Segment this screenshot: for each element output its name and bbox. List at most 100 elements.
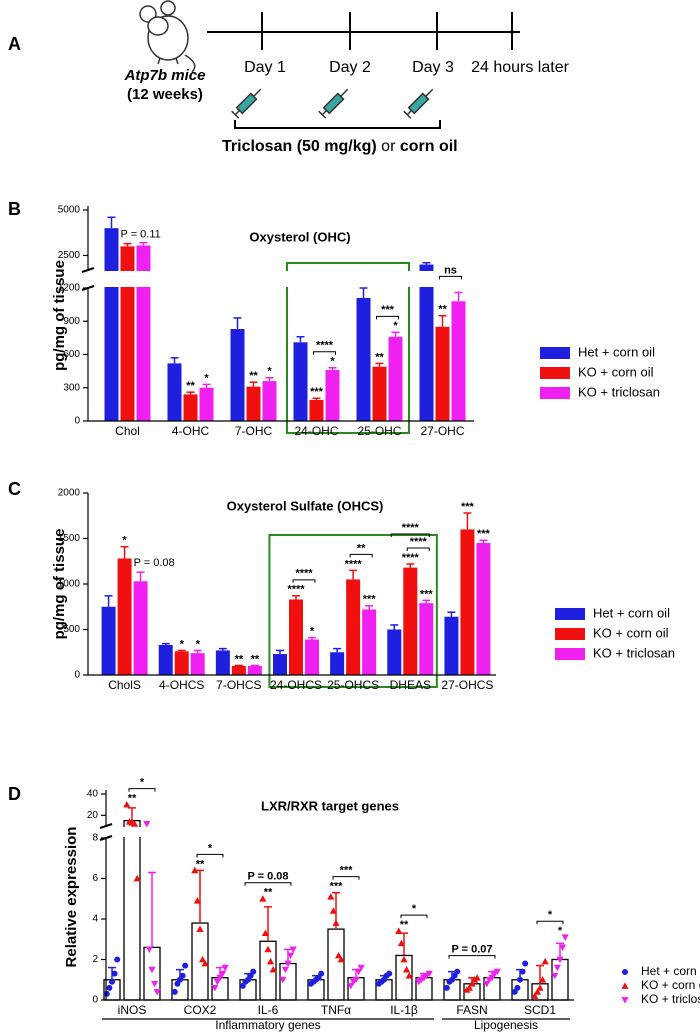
x-tick-label: SCD1 [524,1003,556,1017]
syringe-icons [231,88,434,119]
bar [356,297,371,421]
data-point [191,866,199,874]
significance-label: *** [461,501,475,513]
y-tick-label: 500 [63,624,80,635]
y-tick-label: 40 [87,789,99,800]
data-point [493,968,501,976]
x-tick-label: 7-OHC [235,424,273,438]
y-tick-label: 4 [92,914,98,925]
comparison-bracket [536,920,564,925]
bar [419,603,434,675]
data-point [133,874,141,882]
significance-label: ** [438,304,447,316]
y-tick-label: 1500 [58,533,81,544]
axis-break-mark [99,823,113,829]
comparison-label: *** [340,865,354,877]
y-tick-label: 8 [92,833,98,844]
comparison-bracket [313,351,336,355]
bar [362,609,377,675]
bar [460,529,475,675]
panel-label: A [8,34,21,54]
y-tick-label: 300 [63,382,80,393]
comparison-label: * [412,903,417,915]
bar [388,336,403,421]
y-tick-label: 2500 [58,250,81,261]
y-tick-label: 1000 [58,579,81,590]
data-point [131,820,139,827]
data-point [114,956,121,963]
data-point [559,944,567,951]
data-point [103,990,110,997]
data-point [395,927,403,935]
panel-label: D [8,784,21,804]
data-point [106,984,113,991]
comparison-bracket [376,315,399,320]
legend-swatch [555,608,585,620]
data-point [454,968,461,975]
significance-label: ** [249,370,258,382]
legend-swatch [555,628,585,640]
legend-label: Het + corn oil [641,964,700,978]
bar [247,665,262,675]
bar [346,579,361,675]
x-tick-label: Chol [115,424,140,438]
timepoint-label: Day 1 [244,59,286,76]
comparison-bracket [244,882,292,886]
comparison-label: **** [295,568,313,580]
legend-marker [622,969,628,975]
data-point [289,946,297,953]
y-tick-label: 900 [63,316,80,327]
legend-label: KO + corn oil [593,625,669,640]
x-tick-label: CholS [108,678,141,692]
data-point [465,984,473,991]
y-tick-label: 2 [92,954,98,965]
bar [158,644,173,675]
legend-swatch [540,347,570,359]
mouse-icon [139,0,196,73]
legend-label: KO + triclosan [578,384,660,399]
data-point [219,970,227,978]
data-point [213,978,221,986]
significance-label: * [310,626,315,638]
data-point [327,893,335,900]
x-tick-label: DHEAS [390,678,431,692]
comparison-bracket [448,955,496,959]
data-point [267,957,275,965]
bar [136,245,151,421]
mean-bar [123,820,141,1001]
treatment-label: Triclosan (50 mg/kg) or corn oil [222,138,458,155]
bar [133,581,148,675]
bar [289,599,303,675]
highlight-box [286,262,410,434]
treatment-bracket [234,120,441,129]
bar [419,264,434,421]
data-point [522,960,529,967]
mean-bar [327,928,345,1001]
comparison-bracket [128,788,156,792]
x-tick-label: COX2 [184,1003,217,1017]
bar [183,394,198,421]
data-point [386,970,393,977]
significance-label: *** [363,594,377,606]
bar [120,246,135,421]
data-point [355,968,363,976]
data-point [250,968,257,975]
comparison-bracket [332,876,360,880]
data-point [179,972,186,979]
x-tick-label: TNFα [321,1003,351,1017]
bar [444,616,459,675]
significance-label: *** [477,528,491,540]
data-point [123,801,131,808]
comparison-label: ** [357,542,366,554]
axis-break-mark [81,267,95,273]
significance-label: * [196,638,201,650]
bar [435,326,450,421]
data-point [539,976,547,983]
data-point [347,982,355,990]
p-value-annotation: P = 0.08 [134,557,175,569]
significance-label: * [330,356,335,368]
chart-title: Oxysterol (OHC) [249,229,350,244]
treatment-or: or [377,138,400,155]
comparison-bracket [406,547,430,551]
bar [104,228,119,421]
